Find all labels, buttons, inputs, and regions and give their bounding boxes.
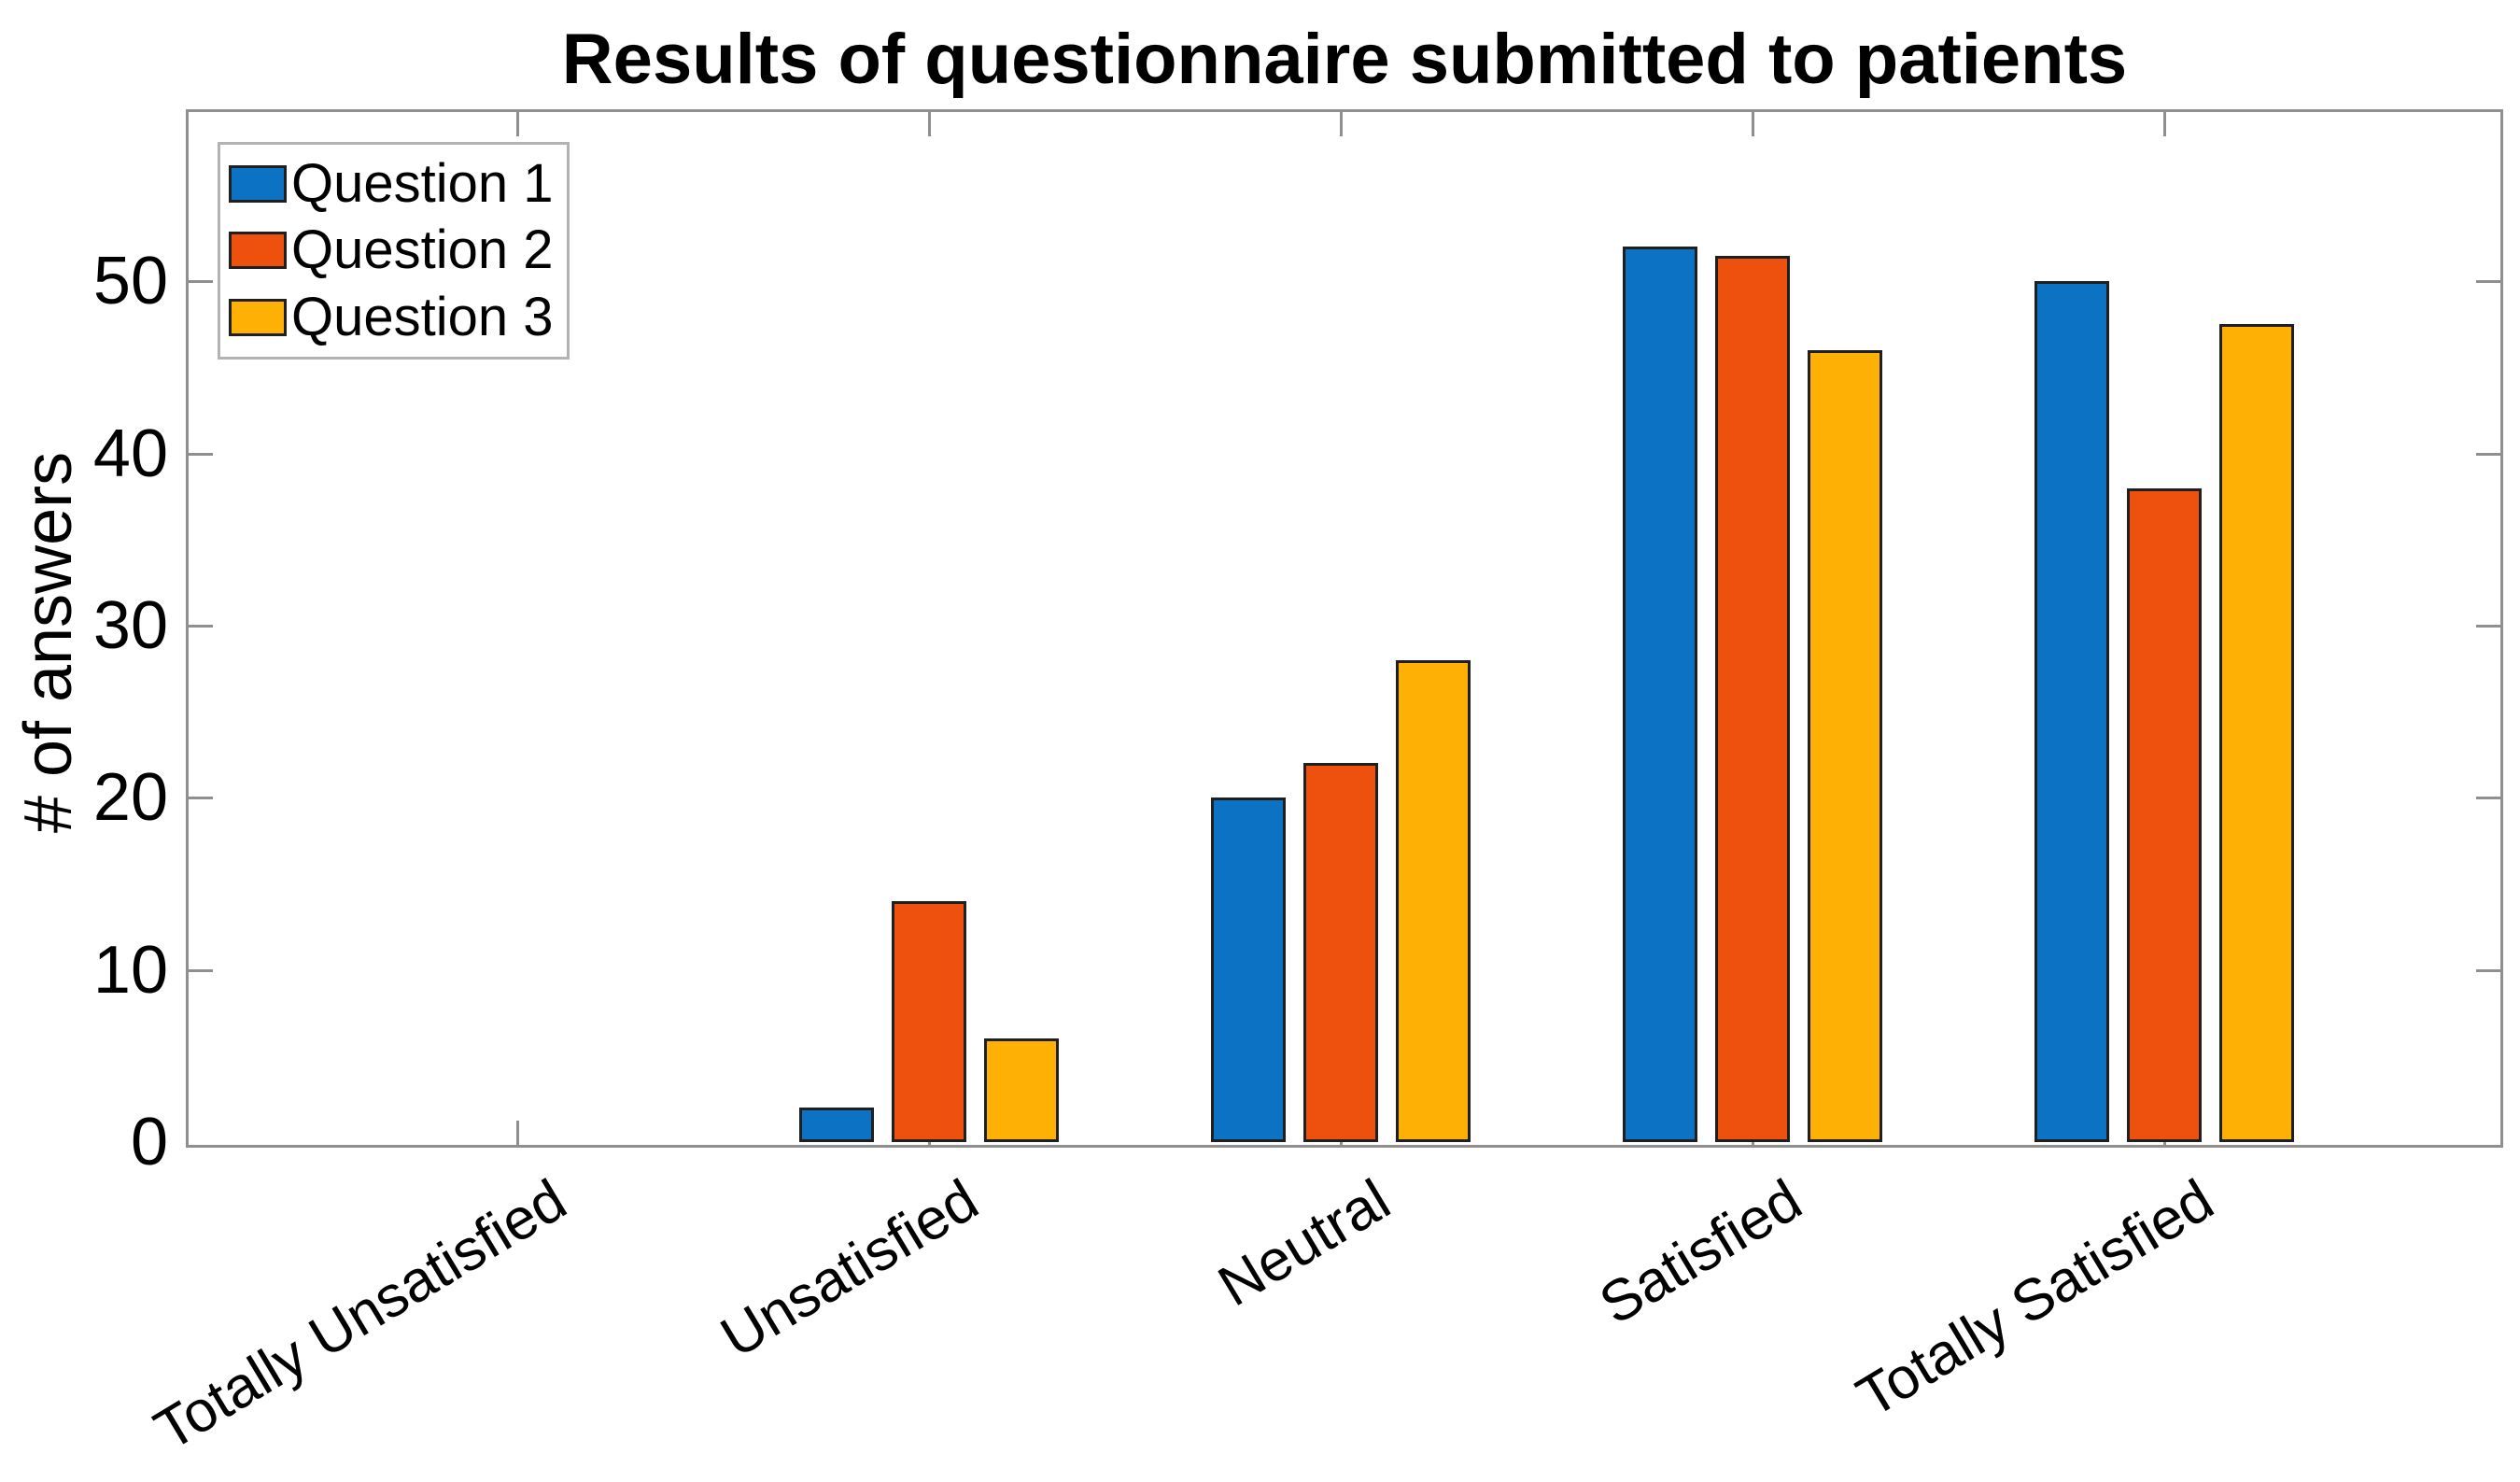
chart-title: Results of questionnaire submitted to pa… <box>561 20 2128 99</box>
legend-label: Question 2 <box>291 219 554 281</box>
bar-question-2-unsatisfied <box>892 900 966 1142</box>
legend-item-question-2: Question 2 <box>229 223 567 277</box>
legend-swatch-question-3 <box>229 299 287 337</box>
x-tick-label-satisfied: Satisfied <box>1589 1167 1813 1337</box>
y-tick-label: 40 <box>92 416 168 491</box>
legend-item-question-3: Question 3 <box>229 290 567 345</box>
y-tick-label: 20 <box>92 760 168 836</box>
y-tick-label: 0 <box>130 1105 168 1179</box>
y-tick-mark-right <box>2476 968 2500 972</box>
y-tick-mark-right <box>2476 625 2500 628</box>
x-tick-label-neutral: Neutral <box>1207 1167 1401 1320</box>
y-tick-mark-right <box>2476 797 2500 800</box>
y-tick-mark-left <box>189 452 213 456</box>
x-tick-label-totally-satisfied: Totally Satisfied <box>1846 1167 2225 1431</box>
x-tick-mark-top <box>1340 112 1343 136</box>
bar-question-2-neutral <box>1303 763 1378 1142</box>
bar-question-2-satisfied <box>1715 255 1790 1142</box>
y-tick-mark-left <box>189 797 213 800</box>
x-tick-mark-top <box>516 112 519 136</box>
x-tick-label-unsatisfied: Unsatisfied <box>711 1167 990 1371</box>
legend-item-question-1: Question 1 <box>229 152 567 214</box>
y-tick-mark-right <box>2476 280 2500 284</box>
bar-question-1-unsatisfied <box>799 1108 874 1142</box>
y-tick-mark-right <box>2476 452 2500 456</box>
bar-question-1-satisfied <box>1623 247 1697 1142</box>
bar-question-3-neutral <box>1396 659 1471 1142</box>
y-tick-label: 30 <box>92 588 168 663</box>
legend: Question 1 Question 2 Question 3 <box>218 142 570 360</box>
bar-question-3-totally-satisfied <box>2219 324 2294 1142</box>
bar-question-1-neutral <box>1211 797 1286 1142</box>
y-tick-mark-left <box>189 280 213 284</box>
y-tick-mark-left <box>189 625 213 628</box>
legend-label: Question 1 <box>291 152 554 214</box>
y-tick-mark-left <box>189 968 213 972</box>
x-tick-mark-top <box>928 112 931 136</box>
y-tick-label: 50 <box>92 244 168 319</box>
legend-swatch-question-1 <box>229 164 287 203</box>
bar-question-2-totally-satisfied <box>2127 487 2202 1142</box>
x-tick-mark-top <box>1752 112 1754 136</box>
bar-question-3-unsatisfied <box>984 1038 1059 1142</box>
legend-label: Question 3 <box>291 287 554 348</box>
legend-swatch-question-2 <box>229 232 287 270</box>
y-tick-label: 10 <box>92 932 168 1008</box>
bar-question-3-satisfied <box>1808 350 1882 1142</box>
bar-question-1-totally-satisfied <box>2034 281 2109 1142</box>
x-tick-mark-top <box>2163 112 2166 136</box>
x-tick-label-totally-unsatisfied: Totally Unsatisfied <box>144 1167 578 1463</box>
x-tick-mark-bottom <box>516 1121 519 1145</box>
